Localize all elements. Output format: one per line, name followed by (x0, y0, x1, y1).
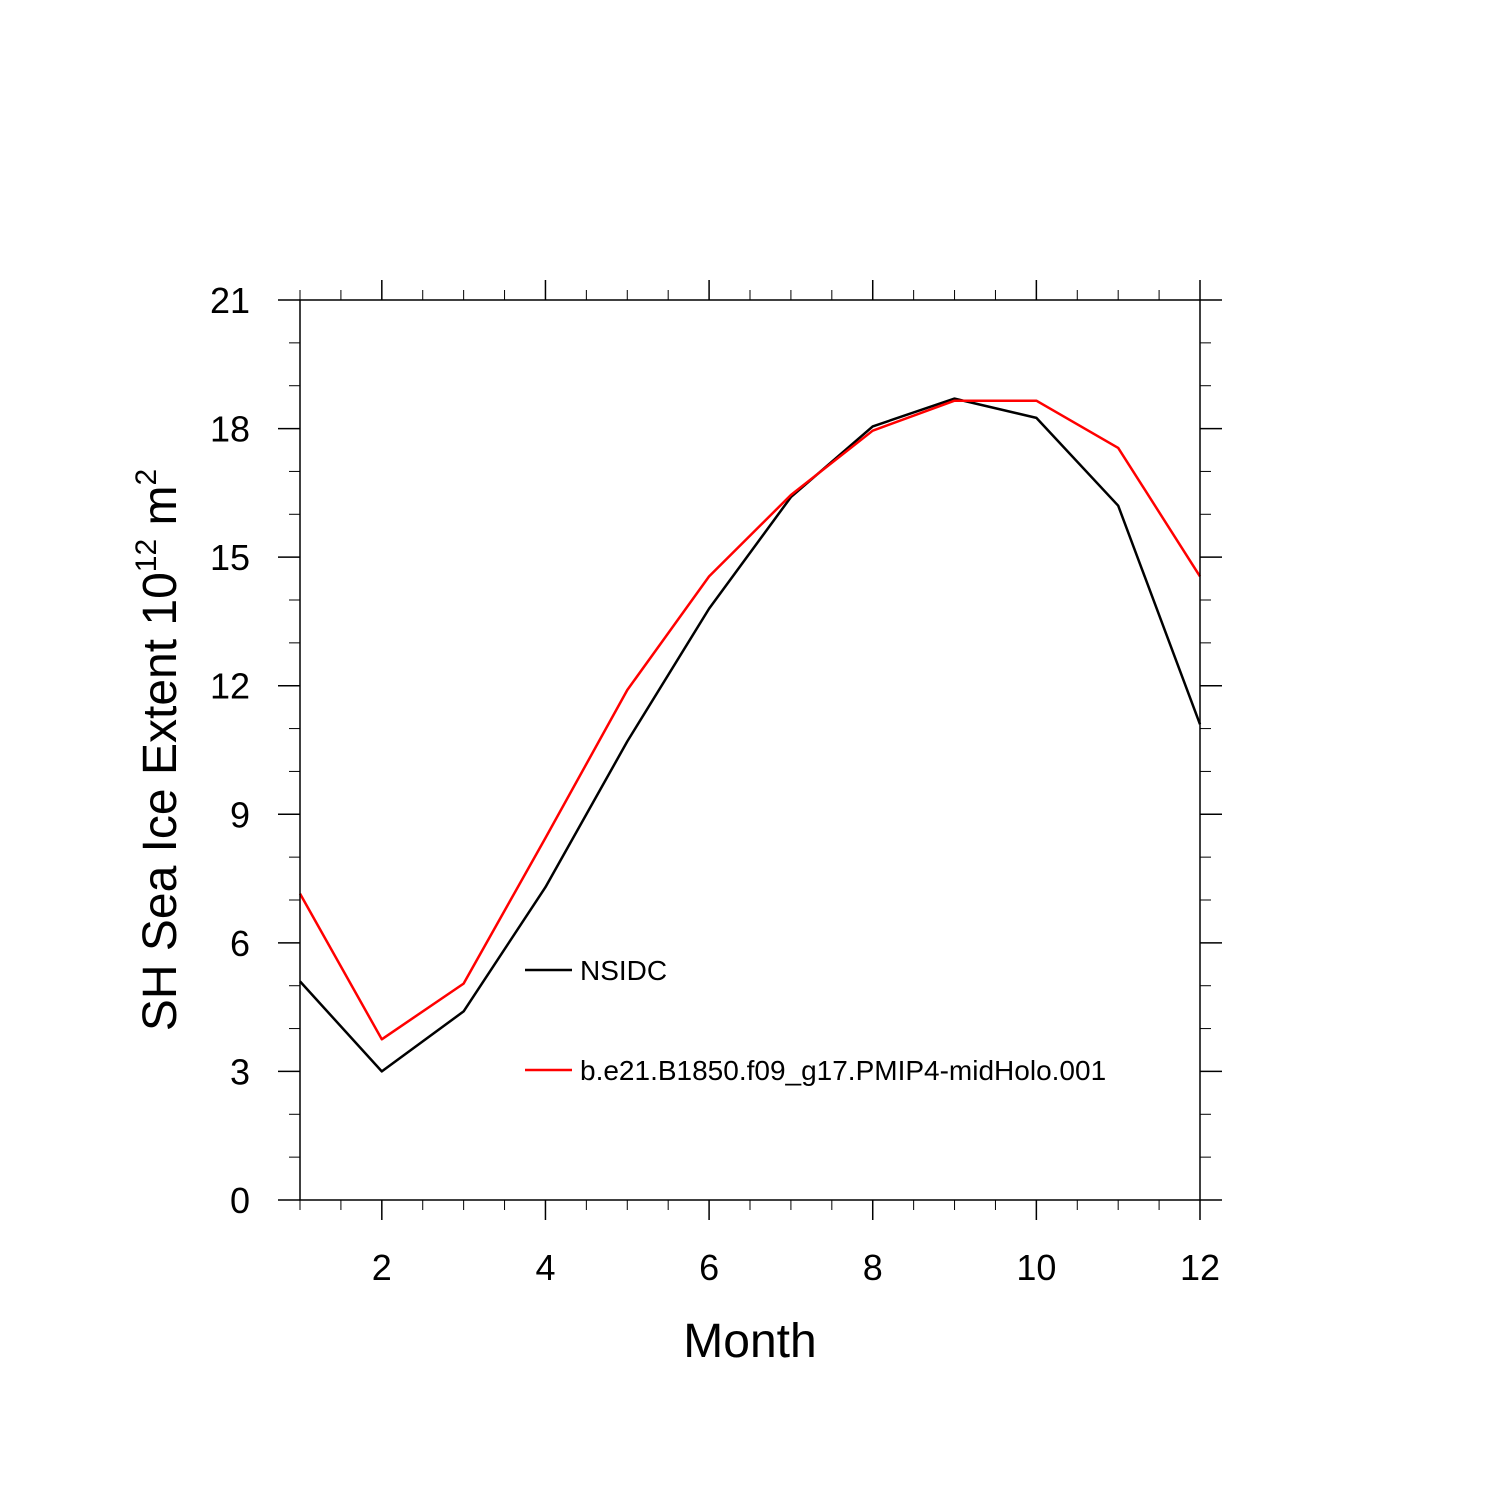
y-tick-label: 15 (210, 537, 250, 578)
y-tick-label: 18 (210, 409, 250, 450)
x-tick-label: 2 (372, 1247, 392, 1288)
x-tick-labels: 2 4 6 8 10 12 (372, 1247, 1220, 1288)
y-axis-title: SH Sea Ice Extent 1012 m2 (130, 469, 187, 1031)
x-tick-label: 6 (699, 1247, 719, 1288)
x-axis-title: Month (683, 1315, 816, 1368)
tick-marks (278, 280, 1222, 1220)
y-tick-label: 0 (230, 1180, 250, 1221)
series-line-b-e21-b1850-f09-g17-pmip4-midholo-001 (298, 399, 1202, 1041)
y-tick-label: 6 (230, 923, 250, 964)
x-tick-label: 8 (863, 1247, 883, 1288)
y-tick-labels: 0 3 6 9 12 15 18 21 (210, 280, 250, 1221)
x-tick-label: 10 (1016, 1247, 1056, 1288)
y-axis-title-exponent: 12 (130, 539, 163, 572)
y-tick-label: 3 (230, 1051, 250, 1092)
x-tick-label: 4 (535, 1247, 555, 1288)
x-tick-label: 12 (1180, 1247, 1220, 1288)
legend-label: NSIDC (580, 955, 667, 986)
y-axis-title-unit-exponent: 2 (130, 469, 163, 486)
series-lines (298, 397, 1202, 1073)
y-tick-label: 9 (230, 794, 250, 835)
y-tick-label: 12 (210, 666, 250, 707)
plot-frame (299, 299, 1201, 1201)
legend-label: b.e21.B1850.f09_g17.PMIP4-midHolo.001 (580, 1055, 1106, 1086)
series-line-nsidc (299, 397, 1202, 1073)
legend: NSIDC b.e21.B1850.f09_g17.PMIP4-midHolo.0… (525, 955, 1106, 1086)
y-axis-title-main: SH Sea Ice Extent 10 (134, 572, 187, 1031)
y-axis-title-spacer (134, 526, 187, 539)
y-axis-title-unit: m (134, 486, 187, 526)
y-tick-label: 21 (210, 280, 250, 321)
